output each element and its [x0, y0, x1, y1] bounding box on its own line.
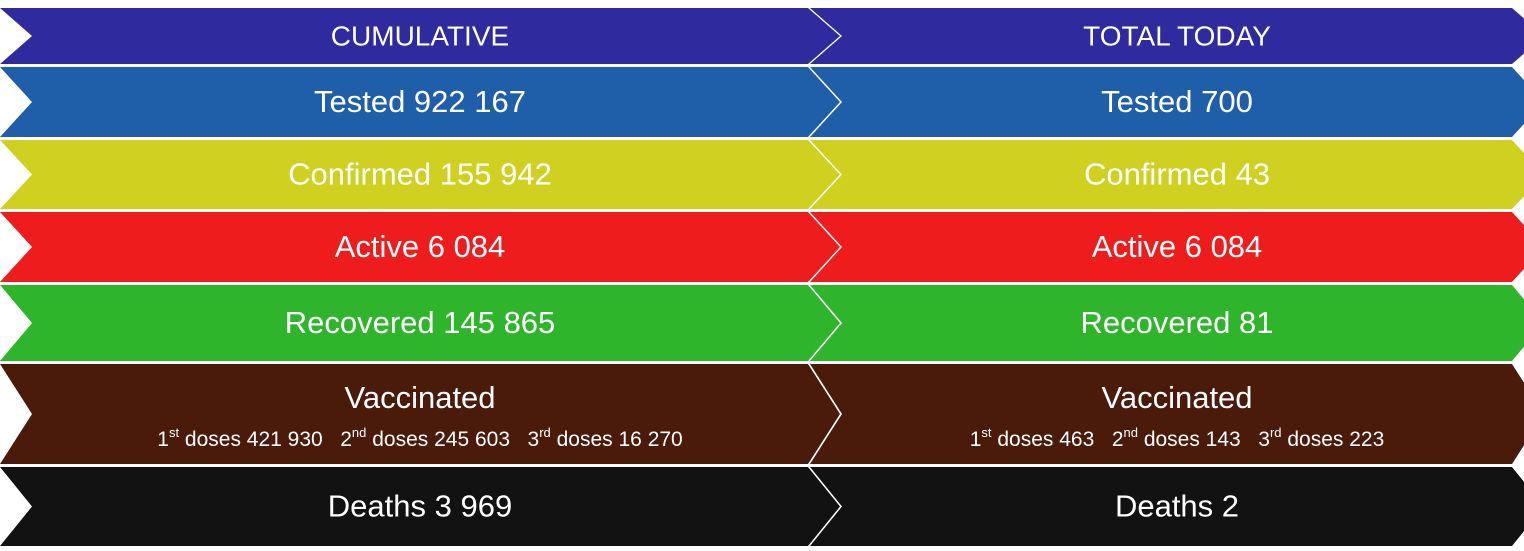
- dose-number: 3: [528, 428, 540, 451]
- row-band: [810, 285, 1524, 361]
- dose-suffix: nd: [1124, 425, 1138, 440]
- row-label: Tested 700: [1101, 84, 1253, 119]
- dose-number: 1: [157, 428, 169, 451]
- row-label: Active 6 084: [1092, 229, 1263, 264]
- dose-suffix: rd: [1270, 425, 1282, 440]
- dose-count: doses 463: [997, 428, 1094, 451]
- row-label: Vaccinated: [344, 380, 495, 415]
- spacer: [1241, 428, 1259, 451]
- row-band: [810, 140, 1524, 209]
- dose-count: doses 245 603: [372, 428, 510, 451]
- dose-suffix: nd: [352, 425, 366, 440]
- dose-count: doses 223: [1287, 428, 1384, 451]
- header-band: [810, 8, 1524, 64]
- row-band: [0, 212, 840, 282]
- spacer: [323, 428, 341, 451]
- column: TOTAL TODAY Tested 700 Confirmed 43 Active …: [810, 8, 1524, 546]
- dose-suffix: rd: [539, 425, 551, 440]
- row-band: [810, 67, 1524, 137]
- row-band: [810, 364, 1524, 464]
- header-band: [0, 8, 840, 64]
- spacer: [1094, 428, 1112, 451]
- row-label: Recovered 81: [1080, 305, 1273, 340]
- dose-number: 2: [1112, 428, 1124, 451]
- row-label: Confirmed 43: [1084, 157, 1270, 192]
- column-title: CUMULATIVE: [331, 20, 509, 51]
- dose-number: 1: [970, 428, 982, 451]
- row-band: [0, 467, 840, 546]
- row-band: [0, 285, 840, 361]
- dose-suffix: st: [981, 425, 992, 440]
- dose-count: doses 16 270: [557, 428, 683, 451]
- row-band: [810, 467, 1524, 546]
- doses-line: 1st doses 463 2nd doses 143 3rd doses 22…: [970, 425, 1385, 450]
- dose-suffix: st: [169, 425, 180, 440]
- row-label: Tested 922 167: [314, 84, 526, 119]
- row-label: Deaths 3 969: [328, 489, 512, 524]
- column-title: TOTAL TODAY: [1083, 20, 1271, 51]
- row-band: [810, 212, 1524, 282]
- row-label: Vaccinated: [1101, 380, 1252, 415]
- row-label: Recovered 145 865: [285, 305, 556, 340]
- row-label: Deaths 2: [1115, 489, 1239, 524]
- row-band: [0, 140, 840, 209]
- row-label: Active 6 084: [335, 229, 506, 264]
- row-label: Confirmed 155 942: [288, 157, 552, 192]
- dose-number: 3: [1258, 428, 1270, 451]
- dose-count: doses 421 930: [185, 428, 323, 451]
- spacer: [510, 428, 528, 451]
- doses-line: 1st doses 421 930 2nd doses 245 603 3rd …: [157, 425, 682, 450]
- dose-number: 2: [340, 428, 352, 451]
- row-band: [0, 364, 840, 464]
- column: CUMULATIVE Tested 922 167 Confirmed 155 94…: [0, 8, 840, 546]
- row-band: [0, 67, 840, 137]
- dose-count: doses 143: [1144, 428, 1241, 451]
